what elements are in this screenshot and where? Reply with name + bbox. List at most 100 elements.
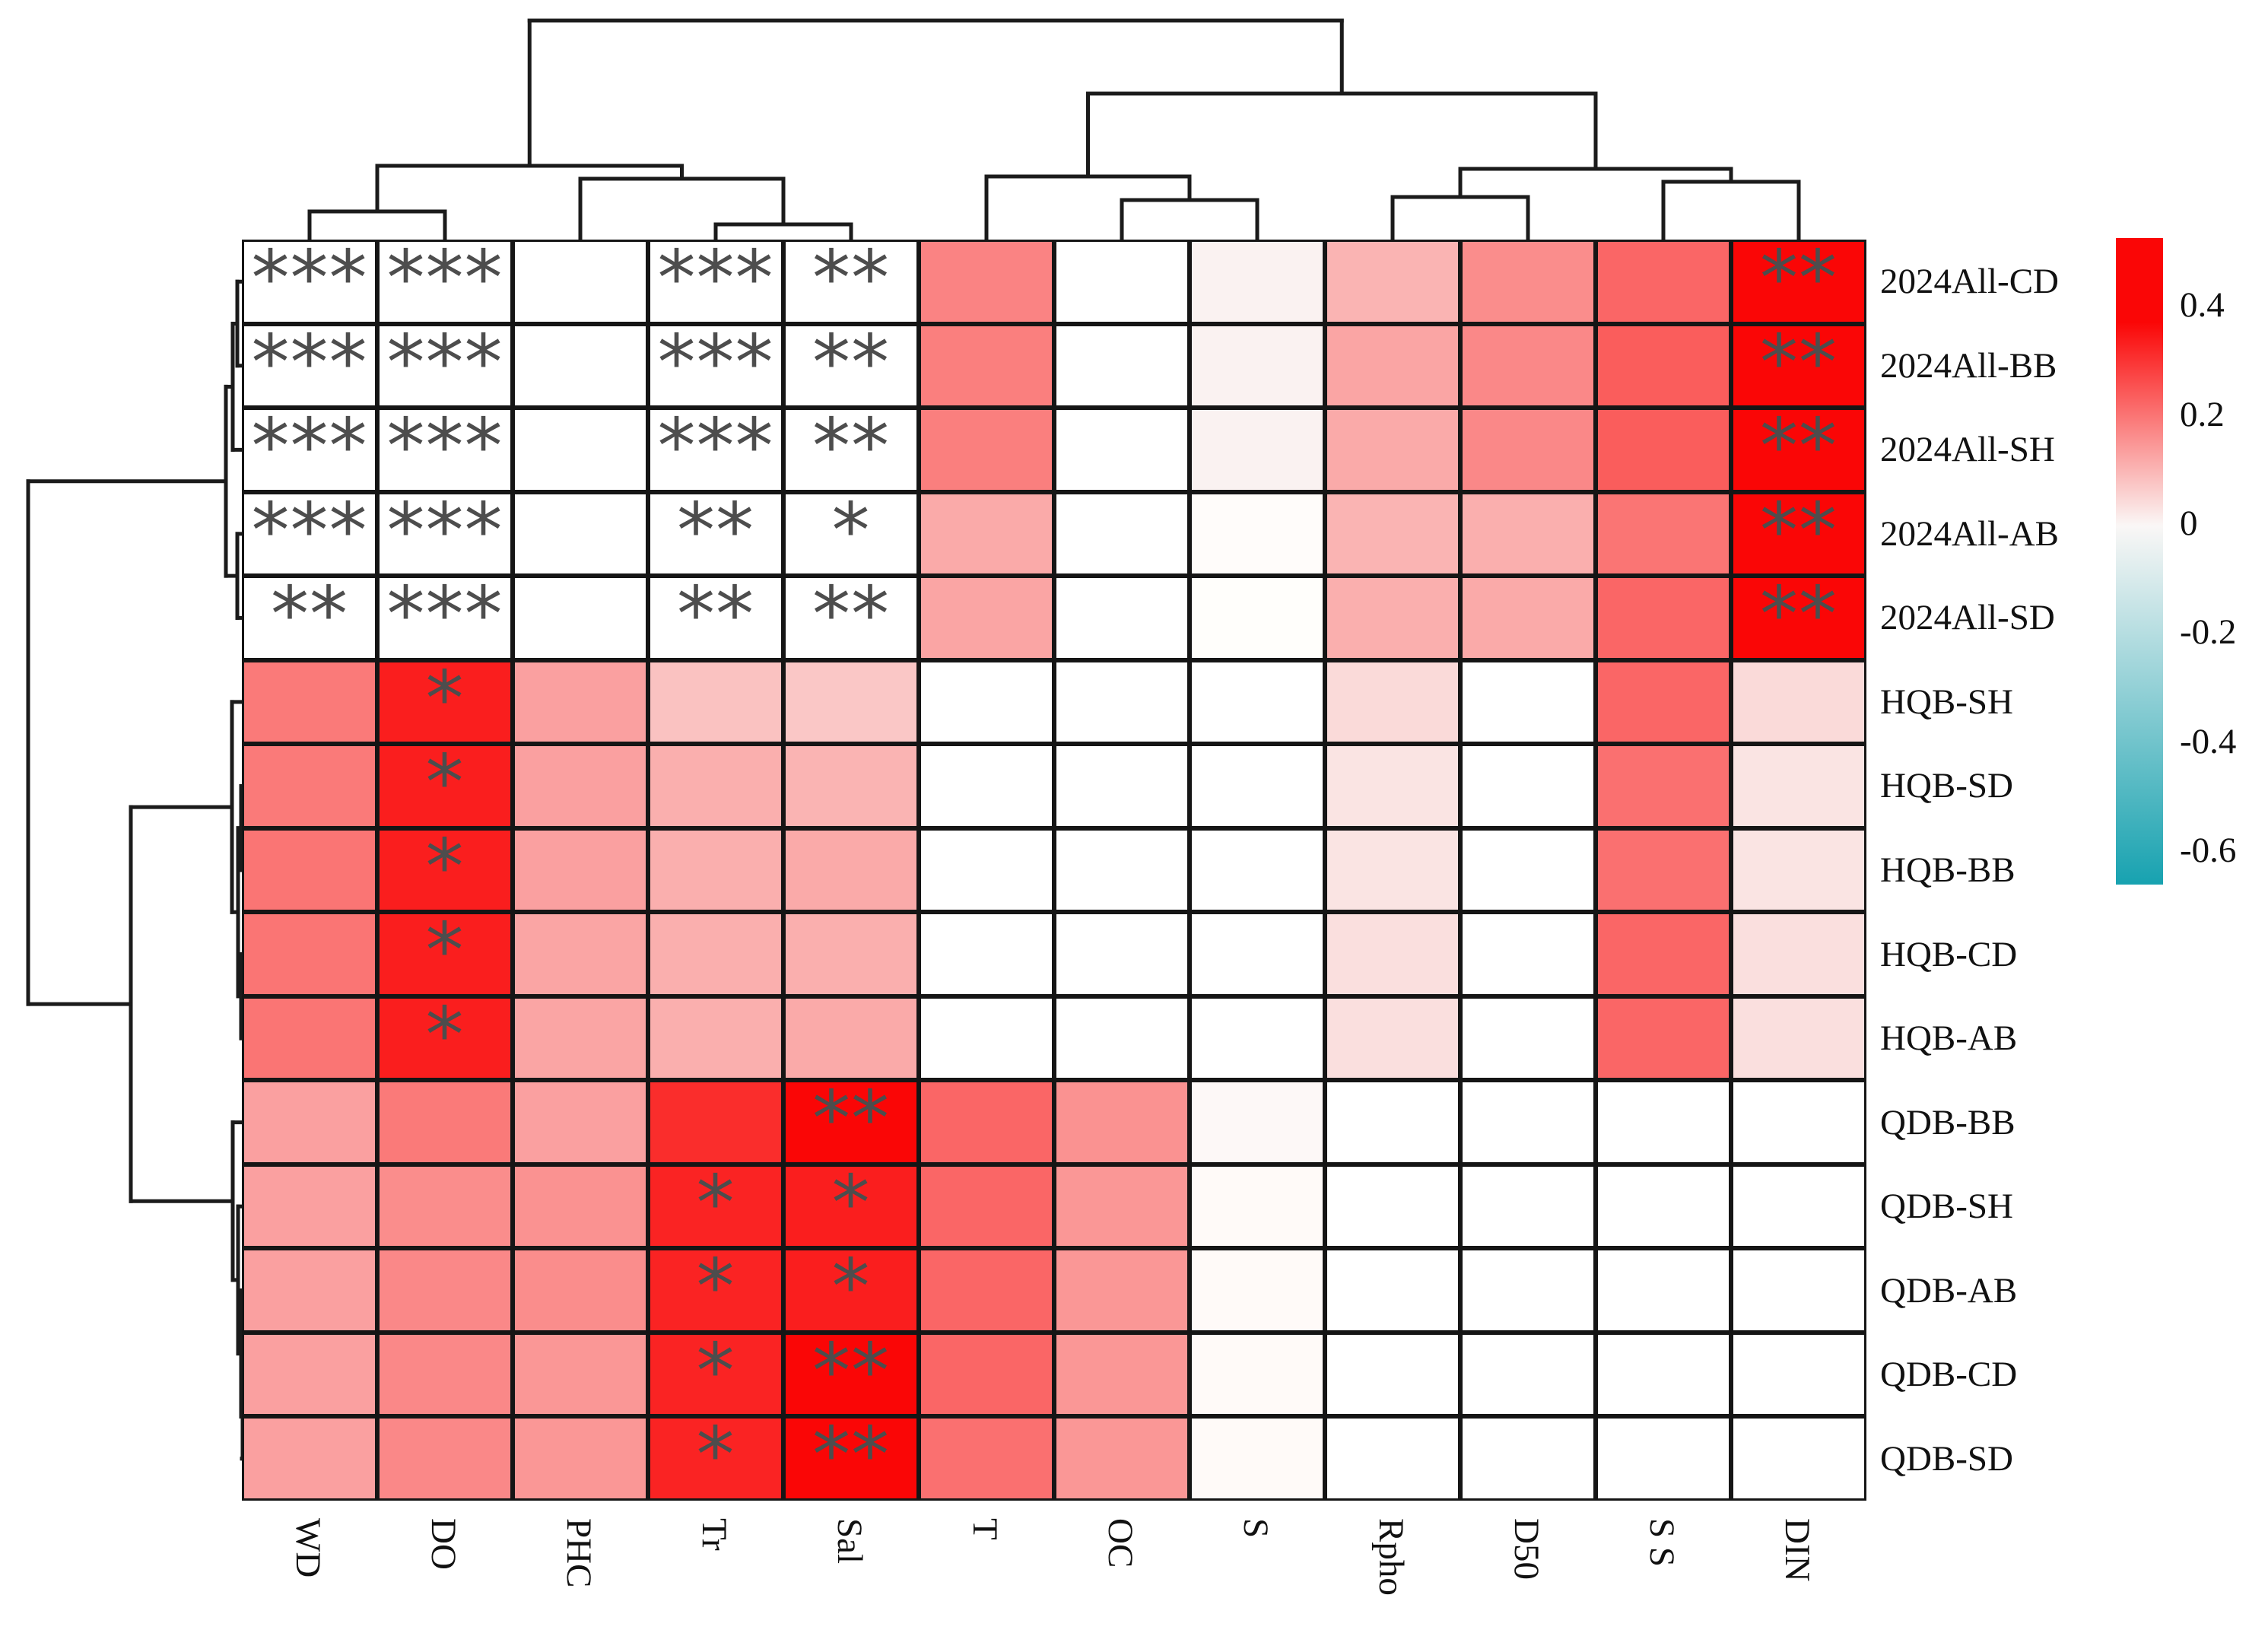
- heatmap-cell: [1325, 660, 1460, 744]
- heatmap-cell: [1460, 828, 1596, 912]
- significance-stars: ***: [251, 318, 368, 407]
- heatmap-cell: [1190, 408, 1325, 492]
- heatmap-cell: [1054, 1248, 1190, 1333]
- col-label: DO: [424, 1518, 463, 1570]
- legend-tick-label: -0.4: [2180, 722, 2237, 761]
- heatmap-cell: [513, 1248, 648, 1333]
- heatmap-cell: [1190, 1248, 1325, 1333]
- heatmap-cell: [1731, 1416, 1866, 1501]
- heatmap-cell: [1325, 996, 1460, 1080]
- heatmap-cell: [513, 1416, 648, 1501]
- heatmap-cell: ***: [648, 324, 783, 408]
- heatmap-cell: [1596, 324, 1731, 408]
- heatmap-cell: ***: [242, 240, 377, 324]
- row-label: 2024All-AB: [1880, 514, 2059, 554]
- col-label: S S: [1642, 1518, 1682, 1568]
- significance-stars: ***: [386, 486, 503, 575]
- significance-stars: **: [812, 1326, 890, 1415]
- heatmap-cell: [513, 1164, 648, 1248]
- heatmap-cell: [783, 660, 919, 744]
- heatmap-cell: [1190, 492, 1325, 576]
- heatmap-cell: [1596, 1164, 1731, 1248]
- heatmap-cell: [377, 1248, 513, 1333]
- significance-stars: *: [696, 1326, 735, 1415]
- heatmap-cell: ***: [242, 492, 377, 576]
- row-label: QDB-AB: [1880, 1271, 2018, 1311]
- significance-stars: **: [1760, 234, 1838, 322]
- col-label: Tr: [694, 1518, 734, 1551]
- heatmap-cell: [1054, 828, 1190, 912]
- heatmap-cell: [1460, 996, 1596, 1080]
- heatmap-cell: [919, 324, 1054, 408]
- heatmap-cell: [919, 1248, 1054, 1333]
- significance-stars: ***: [386, 318, 503, 407]
- significance-stars: **: [1760, 570, 1838, 659]
- col-label: WD: [288, 1518, 328, 1578]
- significance-stars: ***: [657, 402, 774, 491]
- row-label: 2024All-SH: [1880, 430, 2055, 469]
- row-label: HQB-SD: [1880, 766, 2013, 805]
- heatmap-cell: [242, 1333, 377, 1416]
- heatmap-cell: [783, 912, 919, 996]
- heatmap-cell: [648, 744, 783, 828]
- heatmap-cell: [1460, 492, 1596, 576]
- heatmap-cell: [1054, 1333, 1190, 1416]
- heatmap-cell: [919, 660, 1054, 744]
- heatmap-cell: ***: [242, 408, 377, 492]
- heatmap-cell: [1190, 240, 1325, 324]
- heatmap-cell: [1325, 492, 1460, 576]
- heatmap-cell: **: [1731, 240, 1866, 324]
- heatmap-cell: [1731, 1164, 1866, 1248]
- heatmap-cell: [1190, 660, 1325, 744]
- significance-stars: ***: [386, 234, 503, 322]
- heatmap-cell: [1596, 744, 1731, 828]
- heatmap-cell: *: [377, 912, 513, 996]
- heatmap-cell: ***: [377, 492, 513, 576]
- significance-stars: ***: [251, 402, 368, 491]
- col-label: Rpho: [1371, 1518, 1411, 1596]
- row-dendrogram: [26, 279, 245, 1461]
- heatmap-cell: [919, 996, 1054, 1080]
- row-label: HQB-CD: [1880, 935, 2018, 974]
- significance-stars: *: [831, 486, 871, 575]
- heatmap-cell: [242, 996, 377, 1080]
- heatmap-cell: ***: [648, 240, 783, 324]
- heatmap-cell: [783, 744, 919, 828]
- col-label: T: [965, 1518, 1005, 1540]
- row-label: HQB-SH: [1880, 682, 2013, 722]
- heatmap-cell: [1460, 1333, 1596, 1416]
- heatmap-cell: [1325, 324, 1460, 408]
- heatmap-cell: [1054, 1080, 1190, 1164]
- heatmap-cell: [1325, 1416, 1460, 1501]
- heatmap-cell: [1190, 1416, 1325, 1501]
- heatmap-cell: [648, 1080, 783, 1164]
- row-label: 2024All-SD: [1880, 598, 2055, 637]
- heatmap-cell: *: [648, 1333, 783, 1416]
- heatmap-cell: [919, 828, 1054, 912]
- significance-stars: *: [831, 1158, 871, 1247]
- heatmap-cell: [242, 912, 377, 996]
- heatmap-cell: **: [783, 576, 919, 660]
- heatmap-cell: [242, 1248, 377, 1333]
- col-label: OC: [1101, 1518, 1140, 1568]
- heatmap-cell: **: [783, 1080, 919, 1164]
- heatmap-cell: *: [377, 660, 513, 744]
- significance-stars: **: [812, 318, 890, 407]
- significance-stars: **: [812, 402, 890, 491]
- col-label: Sal: [830, 1518, 869, 1565]
- heatmap-cell: [1731, 660, 1866, 744]
- col-label: DIN: [1777, 1518, 1817, 1582]
- legend-tick-label: -0.2: [2180, 612, 2237, 652]
- heatmap-cell: [513, 996, 648, 1080]
- heatmap-cell: [919, 408, 1054, 492]
- heatmap-cell: [1596, 996, 1731, 1080]
- heatmap-cell: [1054, 912, 1190, 996]
- heatmap-cell: *: [783, 1164, 919, 1248]
- heatmap-cell: [242, 744, 377, 828]
- heatmap-cell: [1054, 996, 1190, 1080]
- heatmap-cell: [783, 828, 919, 912]
- heatmap-cell: [1325, 828, 1460, 912]
- heatmap-cell: [513, 408, 648, 492]
- heatmap-cell: [1460, 1416, 1596, 1501]
